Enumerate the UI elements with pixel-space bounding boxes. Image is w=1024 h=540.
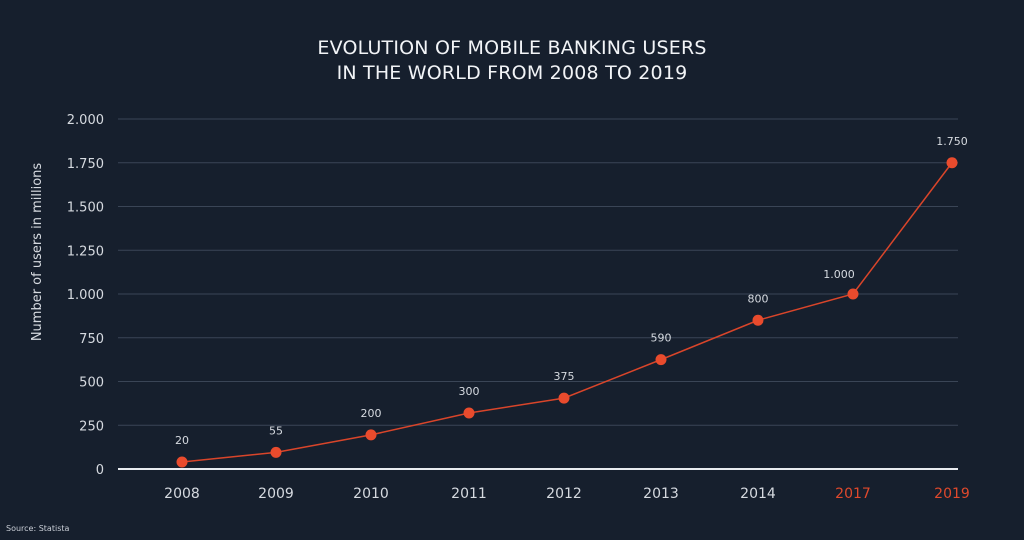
x-tick-label: 2011	[451, 486, 487, 502]
x-tick-label: 2010	[353, 486, 389, 502]
y-tick-label: 1.750	[67, 157, 104, 172]
y-tick-label: 500	[79, 376, 104, 391]
data-label: 20	[175, 434, 189, 447]
y-tick-label: 2.000	[67, 113, 104, 128]
chart-title: EVOLUTION OF MOBILE BANKING USERS IN THE…	[0, 36, 1024, 86]
x-tick-label: 2017	[835, 486, 871, 502]
data-label: 1.750	[936, 135, 968, 148]
data-point	[463, 407, 475, 419]
source-note: Source: Statista	[6, 524, 70, 533]
y-tick-label: 0	[96, 463, 104, 478]
data-label: 1.000	[823, 268, 855, 281]
data-point	[752, 314, 764, 326]
x-tick-label: 2009	[258, 486, 294, 502]
data-point	[176, 456, 188, 468]
x-tick-label: 2008	[164, 486, 200, 502]
series-line	[181, 162, 953, 463]
data-label: 800	[748, 292, 769, 305]
chart-title-line-1: EVOLUTION OF MOBILE BANKING USERS	[317, 37, 707, 59]
grid-lines	[118, 118, 958, 426]
data-label: 590	[651, 332, 672, 345]
data-labels: 20 55 200 300 375 590 800 1.000 1.750	[175, 135, 968, 447]
x-tick-label: 2012	[546, 486, 582, 502]
data-point	[365, 429, 377, 441]
y-tick-label: 1.000	[67, 288, 104, 303]
y-tick-label: 250	[79, 419, 104, 434]
chart-title-line-2: IN THE WORLD FROM 2008 TO 2019	[336, 62, 688, 84]
data-point	[847, 288, 859, 300]
x-axis-ticks: 2008 2009 2010 2011 2012 2013 2014 2017 2019	[164, 486, 970, 502]
data-label: 375	[554, 370, 575, 383]
x-tick-label: 2019	[934, 486, 970, 502]
data-point	[655, 354, 667, 366]
data-point	[946, 157, 958, 169]
data-label: 300	[459, 385, 480, 398]
x-tick-label: 2014	[740, 486, 776, 502]
data-point	[270, 446, 282, 458]
data-points	[176, 157, 958, 468]
data-point	[558, 392, 570, 404]
data-label: 55	[269, 424, 283, 437]
y-tick-label: 1.250	[67, 244, 104, 259]
y-tick-label: 1.500	[67, 201, 104, 216]
data-label: 200	[361, 407, 382, 420]
y-axis-ticks: 0 250 500 750 1.000 1.250 1.500 1.750 2.000	[67, 113, 104, 478]
y-tick-label: 750	[79, 332, 104, 347]
x-tick-label: 2013	[643, 486, 679, 502]
y-axis-title: Number of users in millions	[30, 163, 45, 342]
